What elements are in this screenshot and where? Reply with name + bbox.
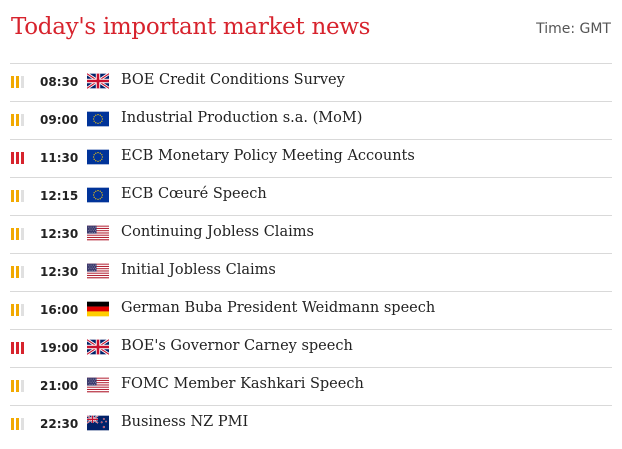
event-time: 21:00 <box>40 379 79 393</box>
event-title[interactable]: German Buba President Weidmann speech <box>121 300 436 316</box>
importance-icon <box>11 380 25 392</box>
event-time: 12:15 <box>40 189 79 203</box>
importance-icon <box>11 266 25 278</box>
news-row[interactable]: 16:00 German Buba President Weidmann spe… <box>10 291 612 329</box>
timezone-label: Time: GMT <box>536 21 611 37</box>
event-title[interactable]: Initial Jobless Claims <box>121 262 276 278</box>
event-title[interactable]: ECB Monetary Policy Meeting Accounts <box>121 148 415 164</box>
eu-flag-icon <box>87 187 109 203</box>
news-row[interactable]: 12:15 ECB Cœuré Speech <box>10 177 612 215</box>
news-row[interactable]: 19:00 BOE's Governor Carney speech <box>10 329 612 367</box>
event-title[interactable]: FOMC Member Kashkari Speech <box>121 376 364 392</box>
event-title[interactable]: BOE's Governor Carney speech <box>121 338 353 354</box>
event-time: 11:30 <box>40 151 79 165</box>
news-row[interactable]: 12:30 Continuing Jobless Claims <box>10 215 612 253</box>
us-flag-icon <box>87 263 109 279</box>
us-flag-icon <box>87 225 109 241</box>
event-title[interactable]: Continuing Jobless Claims <box>121 224 314 240</box>
germany-flag-icon <box>87 301 109 317</box>
us-flag-icon <box>87 377 109 393</box>
uk-flag-icon <box>87 339 109 355</box>
news-row[interactable]: 08:30 BOE Credit Conditions Survey <box>10 63 612 101</box>
event-time: 22:30 <box>40 417 79 431</box>
event-time: 12:30 <box>40 265 79 279</box>
importance-icon <box>11 152 25 164</box>
importance-icon <box>11 114 25 126</box>
importance-icon <box>11 190 25 202</box>
event-time: 16:00 <box>40 303 79 317</box>
event-time: 08:30 <box>40 75 79 89</box>
importance-icon <box>11 418 25 430</box>
importance-icon <box>11 228 25 240</box>
importance-icon <box>11 304 25 316</box>
news-row[interactable]: 12:30 Initial Jobless Claims <box>10 253 612 291</box>
news-row[interactable]: 21:00 FOMC Member Kashkari Speech <box>10 367 612 405</box>
new-zealand-flag-icon <box>87 415 109 431</box>
news-header: Today's important market news Time: GMT <box>10 14 612 50</box>
page-title: Today's important market news <box>11 14 371 40</box>
importance-icon <box>11 76 25 88</box>
news-list: 08:30 BOE Credit Conditions Survey 09:00… <box>10 63 612 443</box>
event-title[interactable]: ECB Cœuré Speech <box>121 186 267 202</box>
event-time: 09:00 <box>40 113 79 127</box>
news-row[interactable]: 22:30 Business NZ PMI <box>10 405 612 443</box>
eu-flag-icon <box>87 111 109 127</box>
event-time: 19:00 <box>40 341 79 355</box>
event-time: 12:30 <box>40 227 79 241</box>
importance-icon <box>11 342 25 354</box>
event-title[interactable]: BOE Credit Conditions Survey <box>121 72 345 88</box>
uk-flag-icon <box>87 73 109 89</box>
event-title[interactable]: Industrial Production s.a. (MoM) <box>121 110 363 126</box>
eu-flag-icon <box>87 149 109 165</box>
event-title[interactable]: Business NZ PMI <box>121 414 249 430</box>
news-row[interactable]: 11:30 ECB Monetary Policy Meeting Accoun… <box>10 139 612 177</box>
news-row[interactable]: 09:00 Industrial Production s.a. (MoM) <box>10 101 612 139</box>
